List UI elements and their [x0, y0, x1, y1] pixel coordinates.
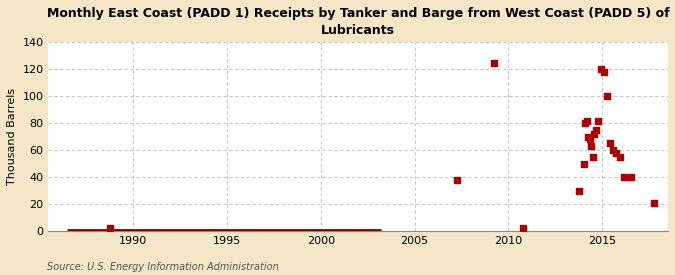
- Point: [517, 226, 528, 231]
- Y-axis label: Thousand Barrels: Thousand Barrels: [7, 88, 17, 185]
- Point: [581, 118, 592, 123]
- Point: [452, 178, 462, 182]
- Point: [574, 188, 585, 193]
- Point: [619, 175, 630, 179]
- Point: [614, 155, 625, 159]
- Text: Source: U.S. Energy Information Administration: Source: U.S. Energy Information Administ…: [47, 262, 279, 271]
- Title: Monthly East Coast (PADD 1) Receipts by Tanker and Barge from West Coast (PADD 5: Monthly East Coast (PADD 1) Receipts by …: [47, 7, 670, 37]
- Point: [580, 121, 591, 125]
- Point: [578, 161, 589, 166]
- Point: [595, 67, 606, 72]
- Point: [611, 151, 622, 155]
- Point: [585, 137, 595, 142]
- Point: [605, 141, 616, 146]
- Point: [591, 128, 601, 132]
- Point: [589, 132, 600, 136]
- Point: [583, 134, 594, 139]
- Point: [649, 201, 659, 205]
- Point: [489, 60, 500, 65]
- Point: [104, 226, 115, 231]
- Point: [625, 175, 636, 179]
- Point: [587, 155, 598, 159]
- Point: [599, 70, 610, 74]
- Point: [592, 118, 603, 123]
- Point: [608, 148, 618, 152]
- Point: [586, 144, 597, 148]
- Point: [601, 94, 612, 98]
